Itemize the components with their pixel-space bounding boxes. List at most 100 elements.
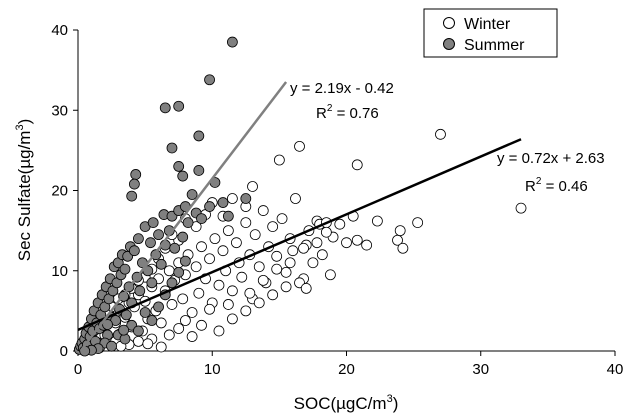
legend-winter-marker bbox=[443, 17, 455, 29]
summer-point bbox=[182, 217, 194, 229]
winter-point bbox=[163, 329, 175, 341]
summer-point bbox=[217, 197, 229, 208]
winter-point bbox=[193, 287, 205, 299]
summer-point bbox=[118, 324, 130, 336]
series-summer bbox=[73, 36, 252, 357]
winter-point bbox=[240, 305, 252, 317]
x-axis-title: SOC(µgC/m3) bbox=[294, 393, 399, 413]
winter-point bbox=[257, 205, 269, 216]
winter-point bbox=[253, 261, 265, 273]
winter-point bbox=[173, 323, 185, 334]
winter-point bbox=[226, 285, 238, 297]
winter-point bbox=[276, 213, 288, 224]
summer-point bbox=[186, 189, 198, 200]
summer-point bbox=[193, 130, 205, 142]
y-axis-title: Sec Sulfate(µg/m3) bbox=[14, 119, 34, 262]
winter-point bbox=[155, 341, 167, 353]
winter-point bbox=[280, 266, 292, 278]
legend-summer-label: Summer bbox=[464, 37, 525, 54]
winter-point bbox=[307, 257, 319, 269]
legend-winter-label: Winter bbox=[464, 16, 511, 33]
winter-point bbox=[287, 245, 299, 257]
trendlines bbox=[77, 81, 522, 352]
summer-point bbox=[177, 231, 189, 243]
winter-point bbox=[222, 299, 234, 310]
winter-point bbox=[247, 181, 258, 192]
x-tick-label: 40 bbox=[607, 361, 624, 378]
winter-point bbox=[320, 226, 332, 238]
summer-point bbox=[196, 213, 207, 224]
winter-point bbox=[515, 202, 527, 214]
summer-point bbox=[226, 36, 238, 48]
winter-trendline bbox=[77, 138, 522, 332]
winter-point bbox=[273, 154, 285, 166]
summer-trendline bbox=[79, 81, 288, 352]
winter-point bbox=[298, 242, 309, 254]
winter-point bbox=[371, 215, 383, 227]
winter-point bbox=[311, 237, 323, 249]
winter-point bbox=[163, 265, 175, 277]
summer-point bbox=[166, 277, 178, 289]
winter-point bbox=[324, 269, 336, 281]
winter-point bbox=[397, 242, 409, 254]
winter-point bbox=[271, 250, 283, 262]
winter-point bbox=[271, 263, 283, 275]
x-tick-label: 0 bbox=[74, 361, 82, 378]
winter-point bbox=[190, 261, 202, 273]
y-tick-label: 0 bbox=[60, 343, 68, 360]
winter-point bbox=[435, 128, 446, 140]
winter-point bbox=[249, 229, 261, 241]
x-tick-label: 30 bbox=[472, 361, 489, 378]
winter-point bbox=[240, 217, 252, 229]
y-tick-label: 10 bbox=[51, 263, 68, 280]
summer-point bbox=[134, 285, 146, 297]
winter-point bbox=[351, 234, 363, 246]
winter-point bbox=[267, 221, 279, 233]
winter-point bbox=[155, 317, 167, 329]
summer-point bbox=[126, 190, 138, 202]
summer-point bbox=[173, 100, 185, 112]
winter-trend-equation: y = 0.72x + 2.63 bbox=[497, 150, 605, 167]
winter-point bbox=[179, 315, 191, 326]
summer-point bbox=[145, 237, 156, 249]
summer-point bbox=[128, 178, 140, 190]
winter-point bbox=[231, 237, 242, 249]
winter-point bbox=[284, 257, 296, 269]
summer-point bbox=[204, 201, 215, 212]
x-tick-label: 10 bbox=[204, 361, 221, 378]
winter-point bbox=[204, 253, 215, 265]
summer-point bbox=[147, 217, 159, 229]
winter-point bbox=[244, 287, 256, 299]
winter-point bbox=[394, 225, 406, 237]
summer-point bbox=[106, 340, 117, 352]
x-ticks: 0 10 20 30 40 bbox=[74, 351, 624, 378]
summer-point bbox=[240, 193, 252, 204]
winter-point bbox=[196, 241, 207, 253]
summer-point bbox=[128, 245, 140, 257]
series-winter bbox=[75, 128, 527, 354]
y-tick-label: 30 bbox=[51, 102, 68, 119]
winter-point bbox=[213, 279, 225, 291]
winter-point bbox=[280, 281, 292, 293]
winter-point bbox=[186, 331, 198, 342]
winter-trend-r2: R2 = 0.46 bbox=[525, 176, 588, 195]
summer-point bbox=[177, 170, 189, 182]
winter-point bbox=[334, 218, 346, 230]
x-tick-label: 20 bbox=[338, 361, 355, 378]
winter-point bbox=[166, 299, 178, 310]
winter-point bbox=[412, 217, 424, 229]
summer-point bbox=[166, 142, 178, 154]
winter-point bbox=[209, 233, 221, 245]
winter-point bbox=[226, 193, 238, 204]
winter-point bbox=[217, 245, 229, 257]
legend-summer-marker bbox=[443, 38, 455, 50]
summer-point bbox=[155, 258, 167, 270]
winter-point bbox=[300, 283, 312, 294]
winter-point bbox=[236, 271, 248, 283]
summer-point bbox=[179, 255, 191, 267]
summer-point bbox=[153, 301, 164, 313]
winter-point bbox=[351, 159, 363, 171]
winter-point bbox=[204, 303, 215, 315]
summer-point bbox=[133, 325, 144, 337]
summer-point bbox=[173, 266, 185, 278]
